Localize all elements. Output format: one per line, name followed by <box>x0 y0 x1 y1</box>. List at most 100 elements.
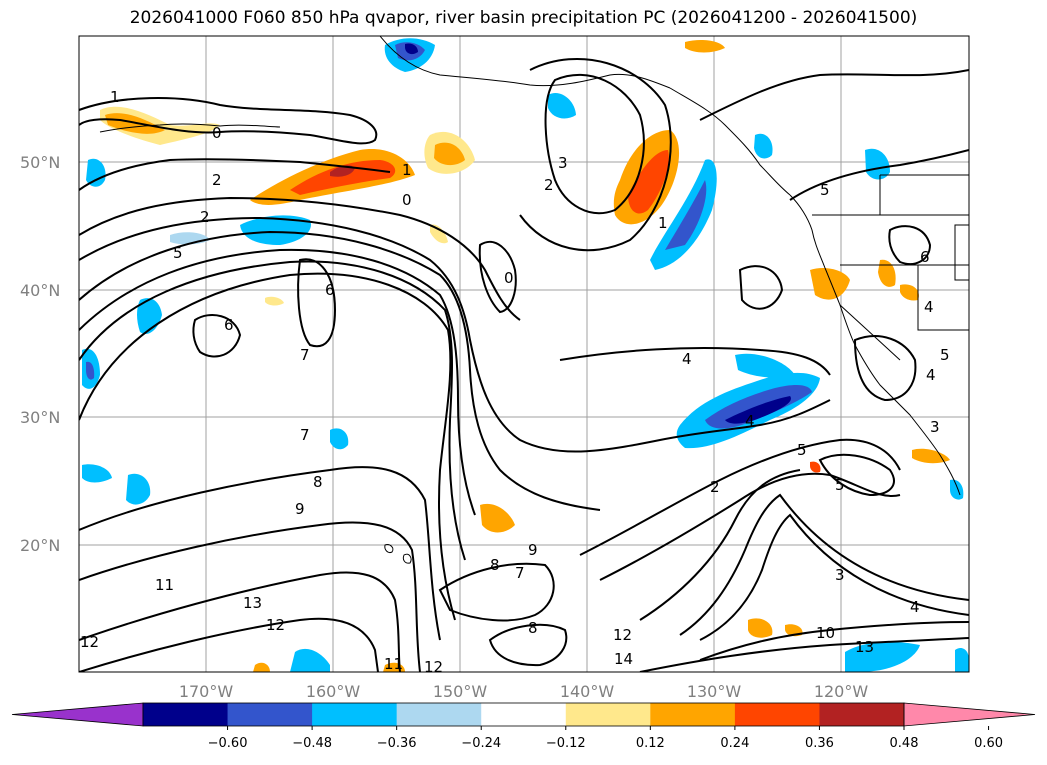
precip-negative-area <box>82 464 112 483</box>
colorbar-swatch <box>143 703 229 726</box>
precip-negative-area <box>405 43 418 55</box>
contour-line <box>79 272 456 621</box>
precip-positive-area <box>330 165 355 177</box>
qvapor-contours <box>79 57 969 672</box>
contour-line <box>699 69 969 121</box>
contour-label: 1 <box>658 214 668 232</box>
contour-line <box>544 74 645 215</box>
contour-line <box>79 196 521 321</box>
contour-label: 1 <box>110 88 120 106</box>
contour-line <box>79 216 831 453</box>
contour-label: 6 <box>224 316 234 334</box>
contour-line <box>519 57 672 252</box>
contour-line <box>79 466 441 641</box>
map-title: 2026041000 F060 850 hPa qvapor, river ba… <box>129 8 918 28</box>
lon-label-150w: 150°W <box>433 682 488 701</box>
precip-shading <box>82 38 969 672</box>
contour-line <box>699 513 969 641</box>
colorbar-swatch <box>819 703 905 726</box>
contour-label: 7 <box>300 346 310 364</box>
precip-negative-area <box>955 648 969 672</box>
state-border <box>839 304 901 361</box>
precip-negative-area <box>865 148 890 180</box>
contour-label: 0 <box>402 191 412 209</box>
contour-label: 9 <box>295 500 305 518</box>
contour-label: 4 <box>926 366 936 384</box>
contour-line <box>79 97 378 145</box>
precip-positive-area <box>810 461 821 473</box>
contour-line <box>789 149 969 201</box>
precip-negative-area <box>548 92 576 119</box>
contour-label: 5 <box>173 244 183 262</box>
coastline-alaska <box>379 36 671 89</box>
contour-label: 3 <box>930 418 940 436</box>
contour-label: 2 <box>544 176 554 194</box>
coastline-alaska-panhandle <box>669 87 791 196</box>
contour-label: 8 <box>313 473 323 491</box>
contour-line <box>79 571 401 672</box>
colorbar-tick-label: −0.12 <box>546 736 586 751</box>
contour-line <box>79 617 379 672</box>
colorbar-tick-label: 0.12 <box>636 736 665 751</box>
gridlines <box>79 36 969 672</box>
precip-positive-area <box>878 259 896 287</box>
contour-label: 10 <box>816 624 835 642</box>
contour-label: 11 <box>155 576 174 594</box>
colorbar-swatch <box>734 703 820 726</box>
contour-label: 0 <box>504 269 514 287</box>
lat-label-50n: 50°N <box>20 153 60 172</box>
contour-label: 4 <box>924 298 934 316</box>
precip-negative-area <box>86 361 95 380</box>
map-frame <box>78 35 970 673</box>
coastlines <box>99 36 969 564</box>
contour-line <box>679 493 969 636</box>
contour-label: 12 <box>613 626 632 644</box>
colorbar-tick-label: 0.36 <box>805 736 834 751</box>
contour-line <box>559 347 831 376</box>
contour-label: 2 <box>200 208 210 226</box>
contour-label: 11 <box>384 655 403 673</box>
contour-label: 13 <box>243 594 262 612</box>
contour-line <box>488 623 568 667</box>
precip-negative-area <box>290 648 330 672</box>
contour-label: 3 <box>558 154 568 172</box>
contour-label: 5 <box>820 181 830 199</box>
contour-label: 7 <box>300 426 310 444</box>
lon-label-160w: 160°W <box>306 682 361 701</box>
contour-label: 2 <box>212 171 222 189</box>
longitude-labels: 170°W 160°W 150°W 140°W 130°W 120°W <box>179 682 869 701</box>
contour-label: 4 <box>910 598 920 616</box>
precip-positive-area <box>628 150 669 214</box>
contour-line <box>192 314 242 358</box>
precip-positive-area <box>810 268 850 300</box>
precip-negative-area <box>650 159 717 270</box>
state-border <box>917 265 969 331</box>
contour-label: 14 <box>614 650 633 668</box>
contour-line <box>853 335 917 402</box>
colorbar-outline <box>142 702 905 727</box>
contour-label: 4 <box>745 412 755 430</box>
lat-label-40n: 40°N <box>20 281 60 300</box>
colorbar-tick-label: −0.60 <box>208 736 248 751</box>
contour-line <box>438 562 555 622</box>
colorbar-tick-label: 0.60 <box>974 736 1003 751</box>
contour-line <box>639 637 969 672</box>
precip-positive-area <box>430 224 448 244</box>
coastline-bc-coast <box>789 194 826 269</box>
coastline-aleutians <box>99 123 281 133</box>
contour-label: 9 <box>528 541 538 559</box>
precip-positive-area <box>265 296 284 306</box>
lat-label-20n: 20°N <box>20 536 60 555</box>
colorbar-extend-high <box>903 702 1036 727</box>
map-plot-area: 1 0 2 2 1 0 5 6 6 7 7 8 9 3 2 1 0 4 5 2 … <box>79 36 969 673</box>
contour-label: 12 <box>80 633 99 651</box>
precip-negative-area <box>725 396 791 424</box>
contour-label: 8 <box>528 619 538 637</box>
colorbar-swatch <box>481 703 567 726</box>
colorbar: −0.60 −0.48 −0.36 −0.24 −0.12 0.12 0.24 0.36 0.4… <box>11 702 1036 751</box>
colorbar-tick-label: 0.48 <box>890 736 919 751</box>
colorbar-swatch <box>227 703 313 726</box>
precip-negative-area <box>240 215 311 245</box>
lon-label-130w: 130°W <box>687 682 742 701</box>
